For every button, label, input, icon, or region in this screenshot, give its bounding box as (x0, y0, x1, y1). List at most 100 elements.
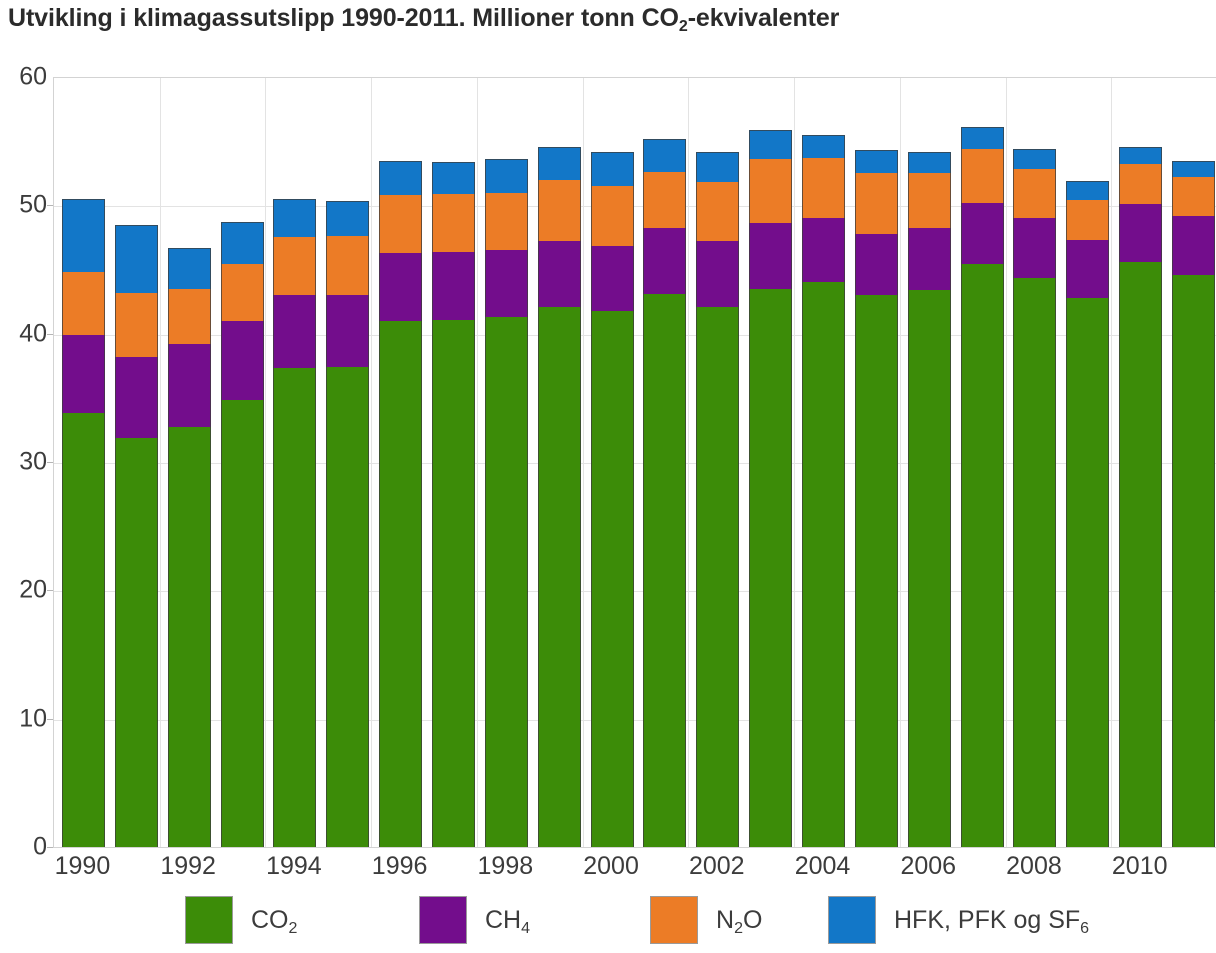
bar-segment[interactable] (379, 319, 422, 847)
bar-segment[interactable] (115, 355, 158, 438)
bar-segment[interactable] (643, 138, 686, 172)
bar-segment[interactable] (538, 178, 581, 242)
bar-segment[interactable] (273, 294, 316, 369)
bar-segment[interactable] (1066, 238, 1109, 298)
bar-segment[interactable] (961, 263, 1004, 847)
bar-segment[interactable] (115, 291, 158, 357)
bar-segment[interactable] (379, 194, 422, 253)
bar-segment[interactable] (1119, 260, 1162, 847)
bar-segment[interactable] (961, 127, 1004, 149)
bar-segment[interactable] (1119, 163, 1162, 205)
bar-segment[interactable] (485, 315, 528, 847)
bar-segment[interactable] (485, 159, 528, 193)
bar-segment[interactable] (749, 158, 792, 224)
bar-segment[interactable] (696, 151, 739, 183)
bar-segment[interactable] (62, 333, 105, 414)
bar-segment[interactable] (326, 200, 369, 237)
bar-segment[interactable] (273, 199, 316, 238)
bar-group[interactable] (591, 77, 634, 847)
bar-segment[interactable] (432, 250, 475, 320)
bar-segment[interactable] (1066, 181, 1109, 201)
bar-segment[interactable] (168, 342, 211, 428)
bar-segment[interactable] (221, 263, 264, 321)
bar-segment[interactable] (326, 366, 369, 847)
bar-group[interactable] (855, 77, 898, 847)
legend-item-co2[interactable]: CO2 (185, 895, 297, 945)
bar-segment[interactable] (1172, 176, 1215, 216)
bar-segment[interactable] (643, 170, 686, 229)
bar-segment[interactable] (696, 305, 739, 847)
bar-segment[interactable] (908, 172, 951, 229)
bar-segment[interactable] (749, 287, 792, 847)
bar-group[interactable] (1013, 77, 1056, 847)
bar-segment[interactable] (168, 247, 211, 289)
bar-group[interactable] (749, 77, 792, 847)
bar-segment[interactable] (908, 151, 951, 174)
bar-group[interactable] (221, 77, 264, 847)
bar-segment[interactable] (749, 129, 792, 160)
bar-segment[interactable] (908, 289, 951, 847)
bar-segment[interactable] (696, 240, 739, 307)
bar-segment[interactable] (485, 249, 528, 317)
bar-segment[interactable] (168, 287, 211, 344)
bar-segment[interactable] (168, 426, 211, 847)
bar-group[interactable] (538, 77, 581, 847)
bar-group[interactable] (802, 77, 845, 847)
bar-group[interactable] (1119, 77, 1162, 847)
bar-group[interactable] (273, 77, 316, 847)
bar-segment[interactable] (326, 294, 369, 368)
bar-segment[interactable] (855, 232, 898, 296)
bar-segment[interactable] (1119, 203, 1162, 262)
bar-segment[interactable] (591, 151, 634, 187)
bar-group[interactable] (379, 77, 422, 847)
bar-group[interactable] (432, 77, 475, 847)
bar-group[interactable] (168, 77, 211, 847)
bar-segment[interactable] (1066, 199, 1109, 240)
bar-segment[interactable] (591, 309, 634, 847)
legend-item-ch4[interactable]: CH4 (419, 895, 530, 945)
bar-segment[interactable] (538, 146, 581, 180)
bar-segment[interactable] (1172, 273, 1215, 847)
bar-segment[interactable] (221, 319, 264, 401)
bar-segment[interactable] (273, 367, 316, 847)
bar-segment[interactable] (62, 199, 105, 273)
bar-group[interactable] (1172, 77, 1215, 847)
bar-group[interactable] (643, 77, 686, 847)
bar-segment[interactable] (538, 305, 581, 847)
legend-item-fgas[interactable]: HFK, PFK og SF6 (828, 895, 1089, 945)
bar-segment[interactable] (538, 240, 581, 307)
bar-segment[interactable] (749, 222, 792, 289)
bar-segment[interactable] (855, 150, 898, 174)
bar-segment[interactable] (1119, 146, 1162, 165)
bar-segment[interactable] (1013, 217, 1056, 279)
bar-segment[interactable] (802, 217, 845, 283)
bar-segment[interactable] (802, 135, 845, 158)
bar-group[interactable] (62, 77, 105, 847)
bar-segment[interactable] (1172, 214, 1215, 275)
bar-segment[interactable] (591, 185, 634, 247)
bar-segment[interactable] (855, 294, 898, 847)
bar-segment[interactable] (1172, 160, 1215, 178)
legend-item-n2o[interactable]: N2O (650, 895, 762, 945)
bar-segment[interactable] (802, 281, 845, 847)
bar-segment[interactable] (115, 224, 158, 293)
bar-segment[interactable] (221, 222, 264, 265)
bar-segment[interactable] (643, 292, 686, 847)
bar-segment[interactable] (855, 172, 898, 234)
bar-segment[interactable] (1013, 168, 1056, 219)
bar-segment[interactable] (1013, 277, 1056, 847)
bar-group[interactable] (696, 77, 739, 847)
bar-segment[interactable] (643, 227, 686, 294)
bar-group[interactable] (485, 77, 528, 847)
bar-group[interactable] (326, 77, 369, 847)
bar-segment[interactable] (379, 251, 422, 321)
bar-segment[interactable] (273, 236, 316, 296)
bar-segment[interactable] (485, 191, 528, 251)
bar-segment[interactable] (432, 318, 475, 847)
bar-segment[interactable] (908, 227, 951, 291)
bar-segment[interactable] (591, 245, 634, 311)
bar-segment[interactable] (961, 201, 1004, 265)
bar-segment[interactable] (115, 436, 158, 847)
bar-segment[interactable] (1066, 296, 1109, 847)
bar-segment[interactable] (1013, 149, 1056, 170)
